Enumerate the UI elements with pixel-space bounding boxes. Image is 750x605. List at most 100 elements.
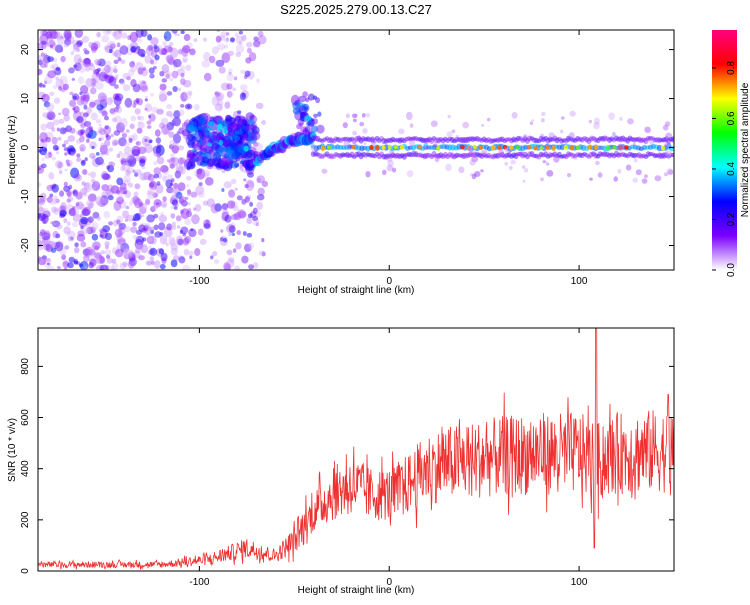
burst-blob	[290, 94, 300, 106]
noise-speckle	[186, 42, 193, 49]
noise-speckle	[136, 140, 142, 146]
carrier-halo	[422, 153, 428, 160]
noise-speckle	[64, 38, 72, 46]
noise-speckle	[185, 64, 192, 72]
noise-speckle	[83, 47, 88, 52]
carrier-halo	[622, 137, 628, 143]
carrier-speckle	[365, 112, 371, 118]
cluster-blob	[235, 123, 243, 130]
carrier-halo	[670, 153, 674, 158]
colorbar-tick-label: 0.0	[726, 263, 737, 277]
carrier-peak	[387, 144, 392, 150]
noise-speckle	[63, 43, 69, 48]
noise-speckle	[38, 255, 41, 263]
spectrogram-ytick-label: -20	[20, 238, 31, 253]
noise-speckle	[113, 65, 117, 69]
carrier-speckle	[423, 138, 431, 144]
noise-speckle	[156, 108, 164, 115]
noise-speckle	[170, 259, 178, 268]
noise-speckle	[203, 51, 211, 62]
carrier-halo	[493, 153, 498, 159]
noise-speckle	[41, 230, 47, 236]
noise-speckle	[134, 108, 141, 115]
cluster-blob	[197, 150, 203, 157]
noise-speckle	[169, 182, 174, 187]
carrier-speckle	[445, 163, 452, 171]
noise-speckle	[164, 45, 173, 53]
noise-speckle	[96, 31, 101, 38]
noise-speckle	[62, 83, 69, 91]
carrier-halo	[545, 137, 551, 144]
noise-speckle	[116, 235, 122, 242]
noise-speckle	[162, 175, 168, 182]
noise-speckle	[216, 92, 225, 101]
noise-speckle	[51, 184, 59, 193]
cluster-blob	[204, 130, 212, 138]
noise-speckle	[89, 141, 97, 150]
noise-speckle	[83, 121, 92, 127]
noise-speckle	[60, 203, 67, 211]
noise-speckle	[198, 182, 203, 187]
carrier-speckle	[589, 135, 595, 142]
carrier-halo	[479, 138, 485, 143]
noise-speckle	[106, 75, 114, 82]
carrier-halo	[648, 151, 653, 157]
carrier-speckle	[359, 121, 365, 127]
noise-speckle	[220, 237, 224, 242]
noise-speckle	[127, 260, 135, 269]
noise-speckle	[190, 228, 194, 232]
noise-speckle	[187, 213, 191, 217]
carrier-speckle	[455, 134, 459, 138]
carrier-halo	[386, 153, 391, 159]
noise-speckle	[98, 255, 102, 260]
carrier-halo	[575, 135, 581, 142]
carrier-speckle	[561, 116, 565, 120]
noise-speckle	[38, 54, 43, 61]
noise-speckle	[79, 135, 85, 143]
cluster-blob	[189, 163, 194, 167]
noise-speckle	[44, 80, 48, 85]
carrier-halo	[611, 153, 617, 159]
carrier-speckle	[635, 169, 642, 176]
noise-speckle	[214, 91, 221, 97]
noise-speckle	[193, 207, 197, 211]
noise-speckle	[120, 59, 126, 64]
noise-speckle	[140, 206, 146, 212]
noise-speckle	[127, 35, 132, 41]
carrier-peak	[575, 145, 581, 150]
carrier-halo	[427, 136, 432, 143]
carrier-halo	[417, 152, 423, 158]
noise-speckle	[153, 224, 159, 231]
noise-speckle	[136, 127, 143, 134]
noise-speckle	[67, 230, 76, 239]
noise-speckle	[135, 97, 140, 104]
noise-speckle	[43, 101, 51, 108]
noise-speckle	[153, 173, 160, 179]
noise-speckle	[82, 206, 91, 216]
noise-speckle	[240, 69, 246, 75]
carrier-halo	[333, 152, 339, 157]
noise-speckle	[124, 218, 129, 222]
carrier-halo	[429, 154, 435, 160]
noise-speckle	[164, 35, 168, 39]
carrier-halo	[657, 152, 663, 159]
carrier-peak	[515, 144, 520, 150]
burst-blob	[298, 102, 303, 107]
noise-speckle	[119, 223, 123, 227]
carrier-halo	[408, 137, 414, 142]
noise-speckle	[180, 30, 185, 34]
carrier-halo	[345, 151, 350, 158]
noise-speckle	[128, 182, 134, 188]
carrier-halo	[584, 136, 590, 143]
noise-speckle	[134, 172, 139, 177]
noise-speckle	[154, 129, 161, 137]
carrier-halo	[365, 136, 371, 142]
noise-speckle	[237, 210, 247, 219]
noise-speckle	[182, 232, 186, 237]
carrier-speckle	[467, 146, 475, 153]
noise-speckle	[238, 40, 243, 45]
carrier-halo	[547, 152, 553, 158]
noise-speckle	[165, 54, 171, 62]
carrier-halo	[413, 151, 419, 158]
carrier-halo	[440, 153, 446, 159]
